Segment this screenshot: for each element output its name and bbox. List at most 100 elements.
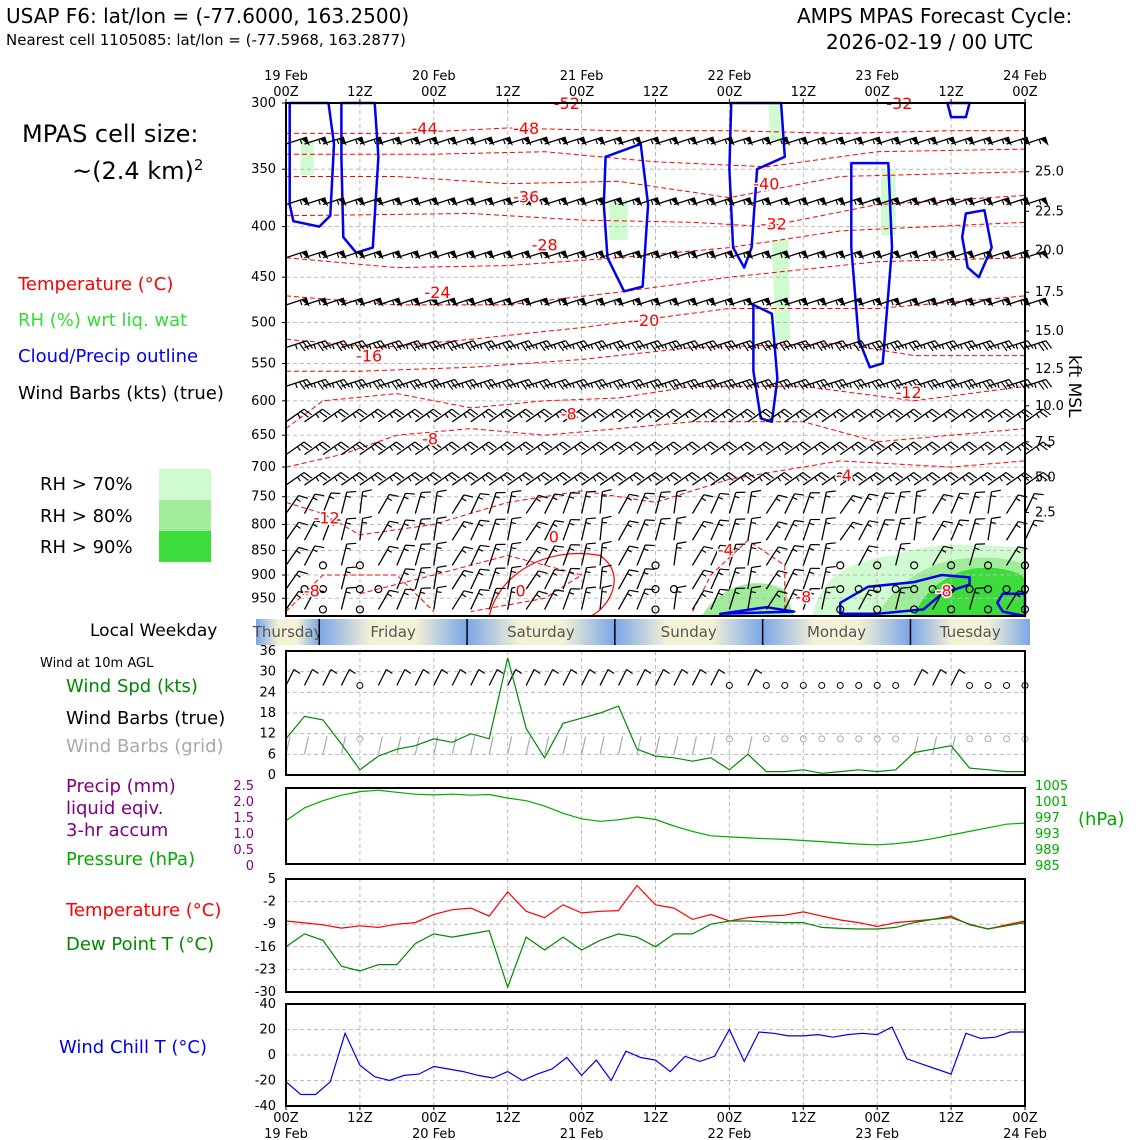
wind-barb bbox=[562, 197, 585, 206]
windchill-line bbox=[285, 1026, 1025, 1096]
weekday-band-friday bbox=[319, 619, 468, 645]
wind-barb-feather bbox=[802, 471, 811, 479]
wind-barb-half-feather bbox=[318, 252, 321, 258]
wind-barb-half-feather bbox=[964, 139, 968, 145]
wind-barb-half-feather bbox=[743, 139, 746, 145]
wind-barb-half-feather bbox=[626, 497, 632, 501]
calm-wind-circle bbox=[318, 585, 328, 594]
barb-true bbox=[932, 669, 942, 686]
wind-barb bbox=[932, 197, 954, 206]
wind-barb bbox=[377, 494, 390, 514]
wind-barb bbox=[562, 544, 572, 566]
wind-barb-half-feather bbox=[463, 446, 468, 452]
wind-barb-half-feather bbox=[576, 252, 580, 258]
barb-true-feather bbox=[921, 668, 929, 674]
wind-barb-half-feather bbox=[442, 382, 446, 389]
barb-grid bbox=[396, 736, 402, 755]
wind-barb-feather bbox=[632, 474, 642, 481]
wind-barb-feather bbox=[900, 542, 911, 545]
legend-temperature: Temperature (°C) bbox=[18, 274, 174, 295]
wind-barb-feather bbox=[764, 341, 772, 350]
pressure-tick-label: 997 bbox=[1035, 811, 1060, 826]
temp-panel-label: Temperature (°C) bbox=[66, 900, 222, 921]
wind-barb-feather bbox=[359, 408, 368, 416]
wind-barb bbox=[654, 518, 662, 541]
barb-true bbox=[507, 669, 517, 686]
wind-barb-feather bbox=[557, 342, 565, 352]
forecast-title: AMPS MPAS Forecast Cycle: bbox=[797, 4, 1073, 28]
wind-barb bbox=[340, 543, 348, 566]
calm-wind-circle bbox=[836, 561, 845, 570]
wind-barb-feather bbox=[913, 408, 922, 416]
wind-barb-feather bbox=[314, 545, 325, 549]
wind-barb-feather bbox=[836, 474, 845, 481]
wind-barb-feather bbox=[1005, 471, 1015, 479]
wind-barb-feather bbox=[454, 340, 461, 349]
wind-barb-feather bbox=[868, 589, 879, 593]
wind-barb-feather bbox=[728, 441, 737, 449]
wind-barb-feather bbox=[784, 408, 793, 416]
calm-wind-circle bbox=[983, 585, 993, 594]
wind-barb-feather bbox=[986, 341, 993, 350]
wind-barb-feather bbox=[635, 341, 642, 350]
wind-barb-feather bbox=[894, 408, 904, 416]
wind-barb-feather bbox=[710, 441, 719, 449]
barb-grid bbox=[303, 736, 310, 755]
weekday-name-saturday: Saturday bbox=[507, 623, 575, 641]
wind-barb-half-feather bbox=[368, 344, 372, 350]
wind-barb-feather bbox=[502, 381, 509, 390]
wind-barb-half-feather bbox=[392, 252, 395, 258]
temperature-contour-label: -28 bbox=[532, 235, 558, 254]
wind-barb-half-feather bbox=[601, 521, 607, 524]
wind-barb-feather bbox=[908, 381, 916, 390]
temperature-contour-label: -36 bbox=[513, 188, 539, 207]
wind-barb-feather bbox=[731, 379, 738, 388]
wind-barb-half-feather bbox=[701, 344, 705, 350]
wind-barb-feather bbox=[826, 490, 836, 493]
wind-barb-feather bbox=[479, 588, 490, 592]
wind-barb-feather bbox=[322, 441, 331, 449]
windchill-tick-label: 20 bbox=[259, 1023, 276, 1038]
wind-barb-feather bbox=[636, 408, 645, 416]
wind-barb-feather bbox=[836, 443, 845, 451]
wind-barb bbox=[415, 197, 437, 206]
wind-barb-half-feather bbox=[535, 594, 541, 598]
wind-barb-half-feather bbox=[792, 592, 798, 596]
wind-barb-half-feather bbox=[387, 382, 391, 389]
wind-barb-feather bbox=[799, 410, 808, 418]
wind-barb-feather bbox=[747, 471, 756, 479]
wind-barb-half-feather bbox=[436, 547, 442, 549]
precip-tick-label: 0.5 bbox=[233, 843, 254, 858]
wind-barb-feather bbox=[594, 342, 602, 352]
weekday-name-thursday: Thursday bbox=[252, 623, 323, 641]
wind-barb-half-feather bbox=[461, 497, 467, 502]
wind-barb-half-feather bbox=[518, 413, 523, 419]
wind-barb-half-feather bbox=[535, 498, 541, 502]
rh-legend-swatch-90 bbox=[159, 531, 211, 562]
wind-barb-feather bbox=[1002, 474, 1011, 481]
wind-barb-feather bbox=[538, 494, 548, 499]
wind-barb-half-feather bbox=[1035, 476, 1040, 482]
wind-barb-half-feather bbox=[906, 446, 911, 452]
wind-barb-feather bbox=[391, 381, 398, 390]
wind-barb-feather bbox=[562, 408, 571, 416]
wind-barb-half-feather bbox=[403, 572, 409, 576]
top-date-label: 21 Feb bbox=[560, 69, 604, 84]
wind-barb-half-feather bbox=[410, 199, 414, 205]
wind-barb-feather bbox=[580, 471, 590, 479]
wind-barb-feather bbox=[362, 489, 372, 493]
barb-true bbox=[950, 669, 960, 686]
wind-barb-feather bbox=[358, 380, 365, 389]
wind-barb bbox=[691, 494, 705, 514]
wind-barb-feather bbox=[355, 474, 365, 481]
top-date-label: 19 Feb bbox=[264, 69, 308, 84]
temperature-contour bbox=[286, 342, 1025, 372]
wind-barb-feather bbox=[893, 341, 901, 350]
wind-barb-feather bbox=[703, 569, 714, 573]
wind-barb-half-feather bbox=[738, 344, 742, 350]
wind-barb-half-feather bbox=[355, 252, 358, 258]
wind-barb-feather bbox=[483, 381, 491, 390]
wind-barb-feather bbox=[661, 517, 671, 520]
wind-barb bbox=[396, 568, 407, 590]
wind-barb-feather bbox=[943, 520, 954, 524]
